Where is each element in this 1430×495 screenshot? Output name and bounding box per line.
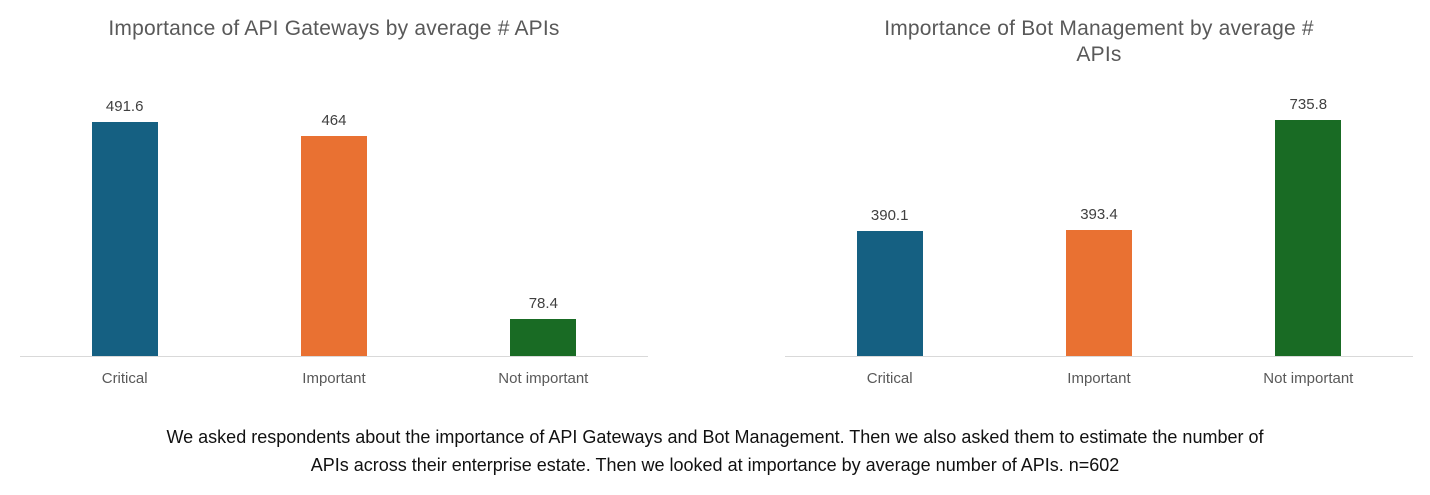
caption-line-2: APIs across their enterprise estate. The… (310, 455, 1120, 475)
chart-title-bot-management: Importance of Bot Management by average … (884, 17, 1314, 66)
chart-bot-management: Importance of Bot Management by average … (785, 0, 1413, 387)
bar-slot-not-important: 78.4 (439, 295, 648, 356)
x-axis-label-critical: Critical (101, 370, 148, 387)
bar-slot-important: 464 (229, 112, 438, 356)
plot-area-bot-management: 390.1 393.4 735.8 (785, 90, 1413, 357)
bar-value-label-critical: 390.1 (870, 207, 909, 224)
bar-value-label-not-important: 735.8 (1289, 96, 1328, 113)
x-axis-label-important: Important (302, 370, 366, 387)
bar-important (1065, 230, 1132, 356)
x-axis-label-not-important: Not important (1263, 370, 1354, 387)
x-axis-label-important: Important (1067, 370, 1131, 387)
plot-area-api-gateways: 491.6 464 78.4 (20, 90, 648, 357)
caption: We asked respondents about the importanc… (0, 423, 1430, 479)
bar-value-label-critical: 491.6 (105, 98, 144, 115)
bar-value-label-not-important: 78.4 (528, 295, 558, 312)
bar-not-important (1275, 120, 1342, 356)
charts-row: Importance of API Gateways by average # … (20, 0, 1413, 387)
bar-value-label-important: 464 (321, 112, 347, 129)
x-axis-labels-api-gateways: Critical Important Not important (20, 357, 648, 387)
bar-critical (856, 231, 923, 356)
chart-api-gateways: Importance of API Gateways by average # … (20, 0, 648, 387)
bar-slot-important: 393.4 (994, 206, 1203, 356)
bar-slot-critical: 491.6 (20, 98, 229, 356)
bar-slot-not-important: 735.8 (1204, 96, 1413, 356)
x-axis-label-critical: Critical (866, 370, 913, 387)
chart-title-api-gateways: Importance of API Gateways by average # … (108, 17, 560, 40)
bar-slot-critical: 390.1 (785, 207, 994, 356)
bar-not-important (510, 319, 577, 356)
caption-line-1: We asked respondents about the importanc… (166, 427, 1264, 447)
bar-value-label-important: 393.4 (1080, 206, 1118, 223)
bar-critical (91, 122, 158, 356)
x-axis-labels-bot-management: Critical Important Not important (785, 357, 1413, 387)
bar-important (300, 136, 367, 356)
x-axis-label-not-important: Not important (498, 370, 589, 387)
